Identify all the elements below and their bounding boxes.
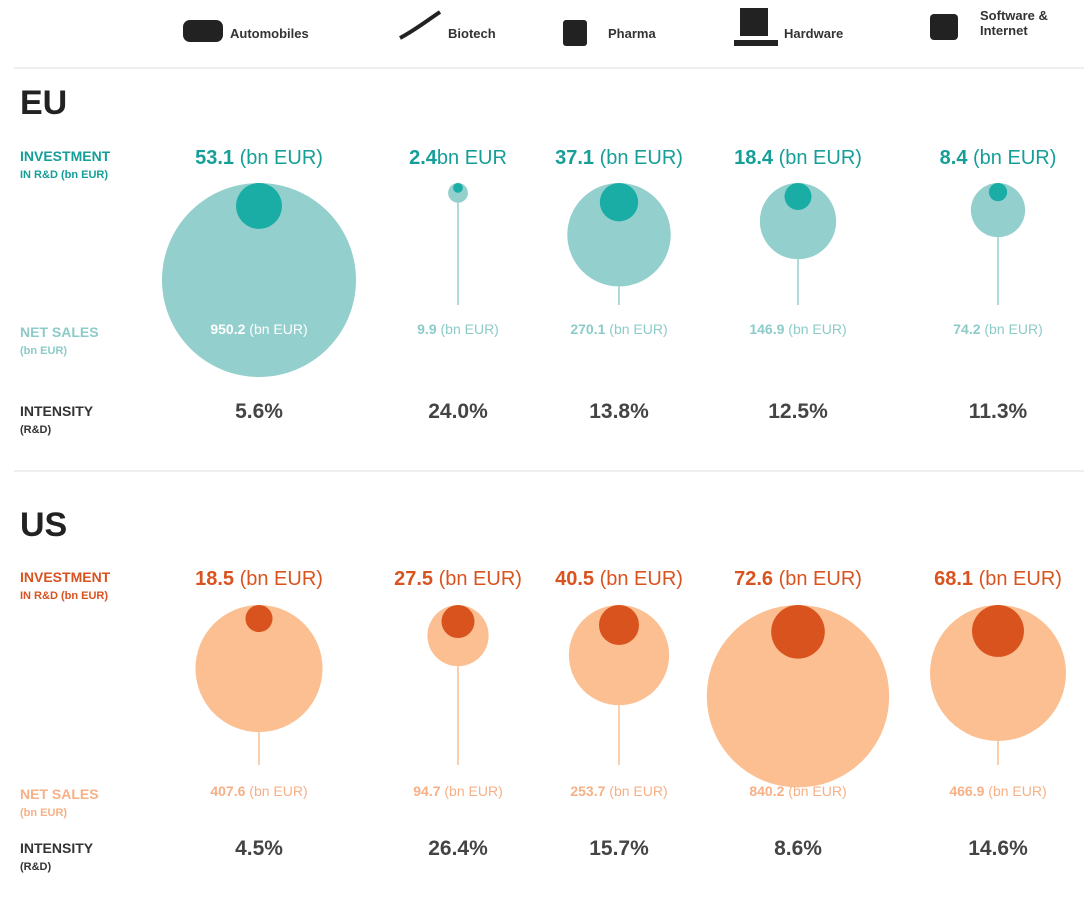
dna-icon <box>399 10 442 40</box>
row-label: IN R&D (bn EUR) <box>20 169 108 181</box>
net-sales-bubble <box>162 183 356 377</box>
car-icon <box>183 20 223 42</box>
investment-bubble <box>245 605 273 633</box>
pharma-icon <box>563 20 587 46</box>
net-sales-bubble <box>568 605 670 706</box>
net-sales-bubble <box>970 183 1026 238</box>
row-label: INVESTMENT <box>20 569 111 585</box>
investment-label: 18.4 (bn EUR) <box>734 147 862 169</box>
investment-bubble <box>784 183 812 210</box>
investment-bubble <box>441 605 475 639</box>
investment-bubble <box>771 605 825 659</box>
net-sales-label: 146.9 (bn EUR) <box>749 321 846 337</box>
row-label: INTENSITY <box>20 403 94 419</box>
investment-label: 37.1 (bn EUR) <box>555 147 683 169</box>
net-sales-bubble <box>759 183 837 260</box>
keyboard-icon <box>734 40 778 46</box>
intensity-label: 26.4% <box>428 837 488 860</box>
net-sales-label: 466.9 (bn EUR) <box>949 783 1046 799</box>
category-label: Hardware <box>784 26 844 41</box>
net-sales-label: 270.1 (bn EUR) <box>570 321 667 337</box>
investment-label: 2.4bn EUR <box>409 147 507 169</box>
row-label: (R&D) <box>20 424 51 436</box>
intensity-label: 15.7% <box>589 837 649 860</box>
row-label: (bn EUR) <box>20 345 67 357</box>
row-label: INVESTMENT <box>20 148 111 164</box>
net-sales-label: 253.7 (bn EUR) <box>570 783 667 799</box>
intensity-label: 4.5% <box>235 837 283 860</box>
investment-label: 72.6 (bn EUR) <box>734 568 862 590</box>
computer-icon <box>740 8 768 36</box>
intensity-label: 5.6% <box>235 400 283 423</box>
investment-bubble <box>988 183 1008 202</box>
category-label: Automobiles <box>230 26 309 41</box>
net-sales-bubble <box>448 183 468 203</box>
investment-bubble <box>972 605 1024 657</box>
row-label: NET SALES <box>20 786 99 802</box>
row-label: (bn EUR) <box>20 807 67 819</box>
net-sales-label: 950.2 (bn EUR) <box>210 321 307 337</box>
at-icon <box>930 14 958 40</box>
intensity-label: 11.3% <box>969 400 1028 423</box>
net-sales-bubble <box>567 183 671 287</box>
category-label: Software & Internet <box>980 8 1048 38</box>
investment-label: 18.5 (bn EUR) <box>195 568 323 590</box>
net-sales-bubble <box>706 605 890 788</box>
investment-bubble <box>236 183 282 229</box>
region-title: US <box>20 506 67 544</box>
net-sales-label: 9.9 (bn EUR) <box>417 321 499 337</box>
investment-bubble <box>599 183 639 222</box>
region-title: EU <box>20 84 67 122</box>
investment-label: 27.5 (bn EUR) <box>394 568 522 590</box>
category-label: Pharma <box>608 26 656 41</box>
investment-label: 8.4 (bn EUR) <box>940 147 1057 169</box>
intensity-label: 14.6% <box>968 837 1028 860</box>
icons <box>183 8 958 46</box>
investment-label: 53.1 (bn EUR) <box>195 147 323 169</box>
intensity-label: 8.6% <box>774 837 822 860</box>
intensity-label: 12.5% <box>768 400 828 423</box>
investment-label: 40.5 (bn EUR) <box>555 568 683 590</box>
net-sales-label: 407.6 (bn EUR) <box>210 783 307 799</box>
row-label: (R&D) <box>20 861 51 873</box>
intensity-label: 13.8% <box>589 400 649 423</box>
net-sales-label: 840.2 (bn EUR) <box>749 783 846 799</box>
net-sales-bubble <box>930 605 1066 741</box>
net-sales-label: 74.2 (bn EUR) <box>953 321 1042 337</box>
investment-bubble <box>598 605 640 646</box>
investment-label: 68.1 (bn EUR) <box>934 568 1062 590</box>
net-sales-bubble <box>195 605 323 733</box>
intensity-label: 24.0% <box>428 400 488 423</box>
category-label: Biotech <box>448 26 496 41</box>
investment-bubble <box>453 183 463 193</box>
net-sales-label: 94.7 (bn EUR) <box>413 783 502 799</box>
row-label: INTENSITY <box>20 840 94 856</box>
row-label: IN R&D (bn EUR) <box>20 590 108 602</box>
row-label: NET SALES <box>20 324 99 340</box>
